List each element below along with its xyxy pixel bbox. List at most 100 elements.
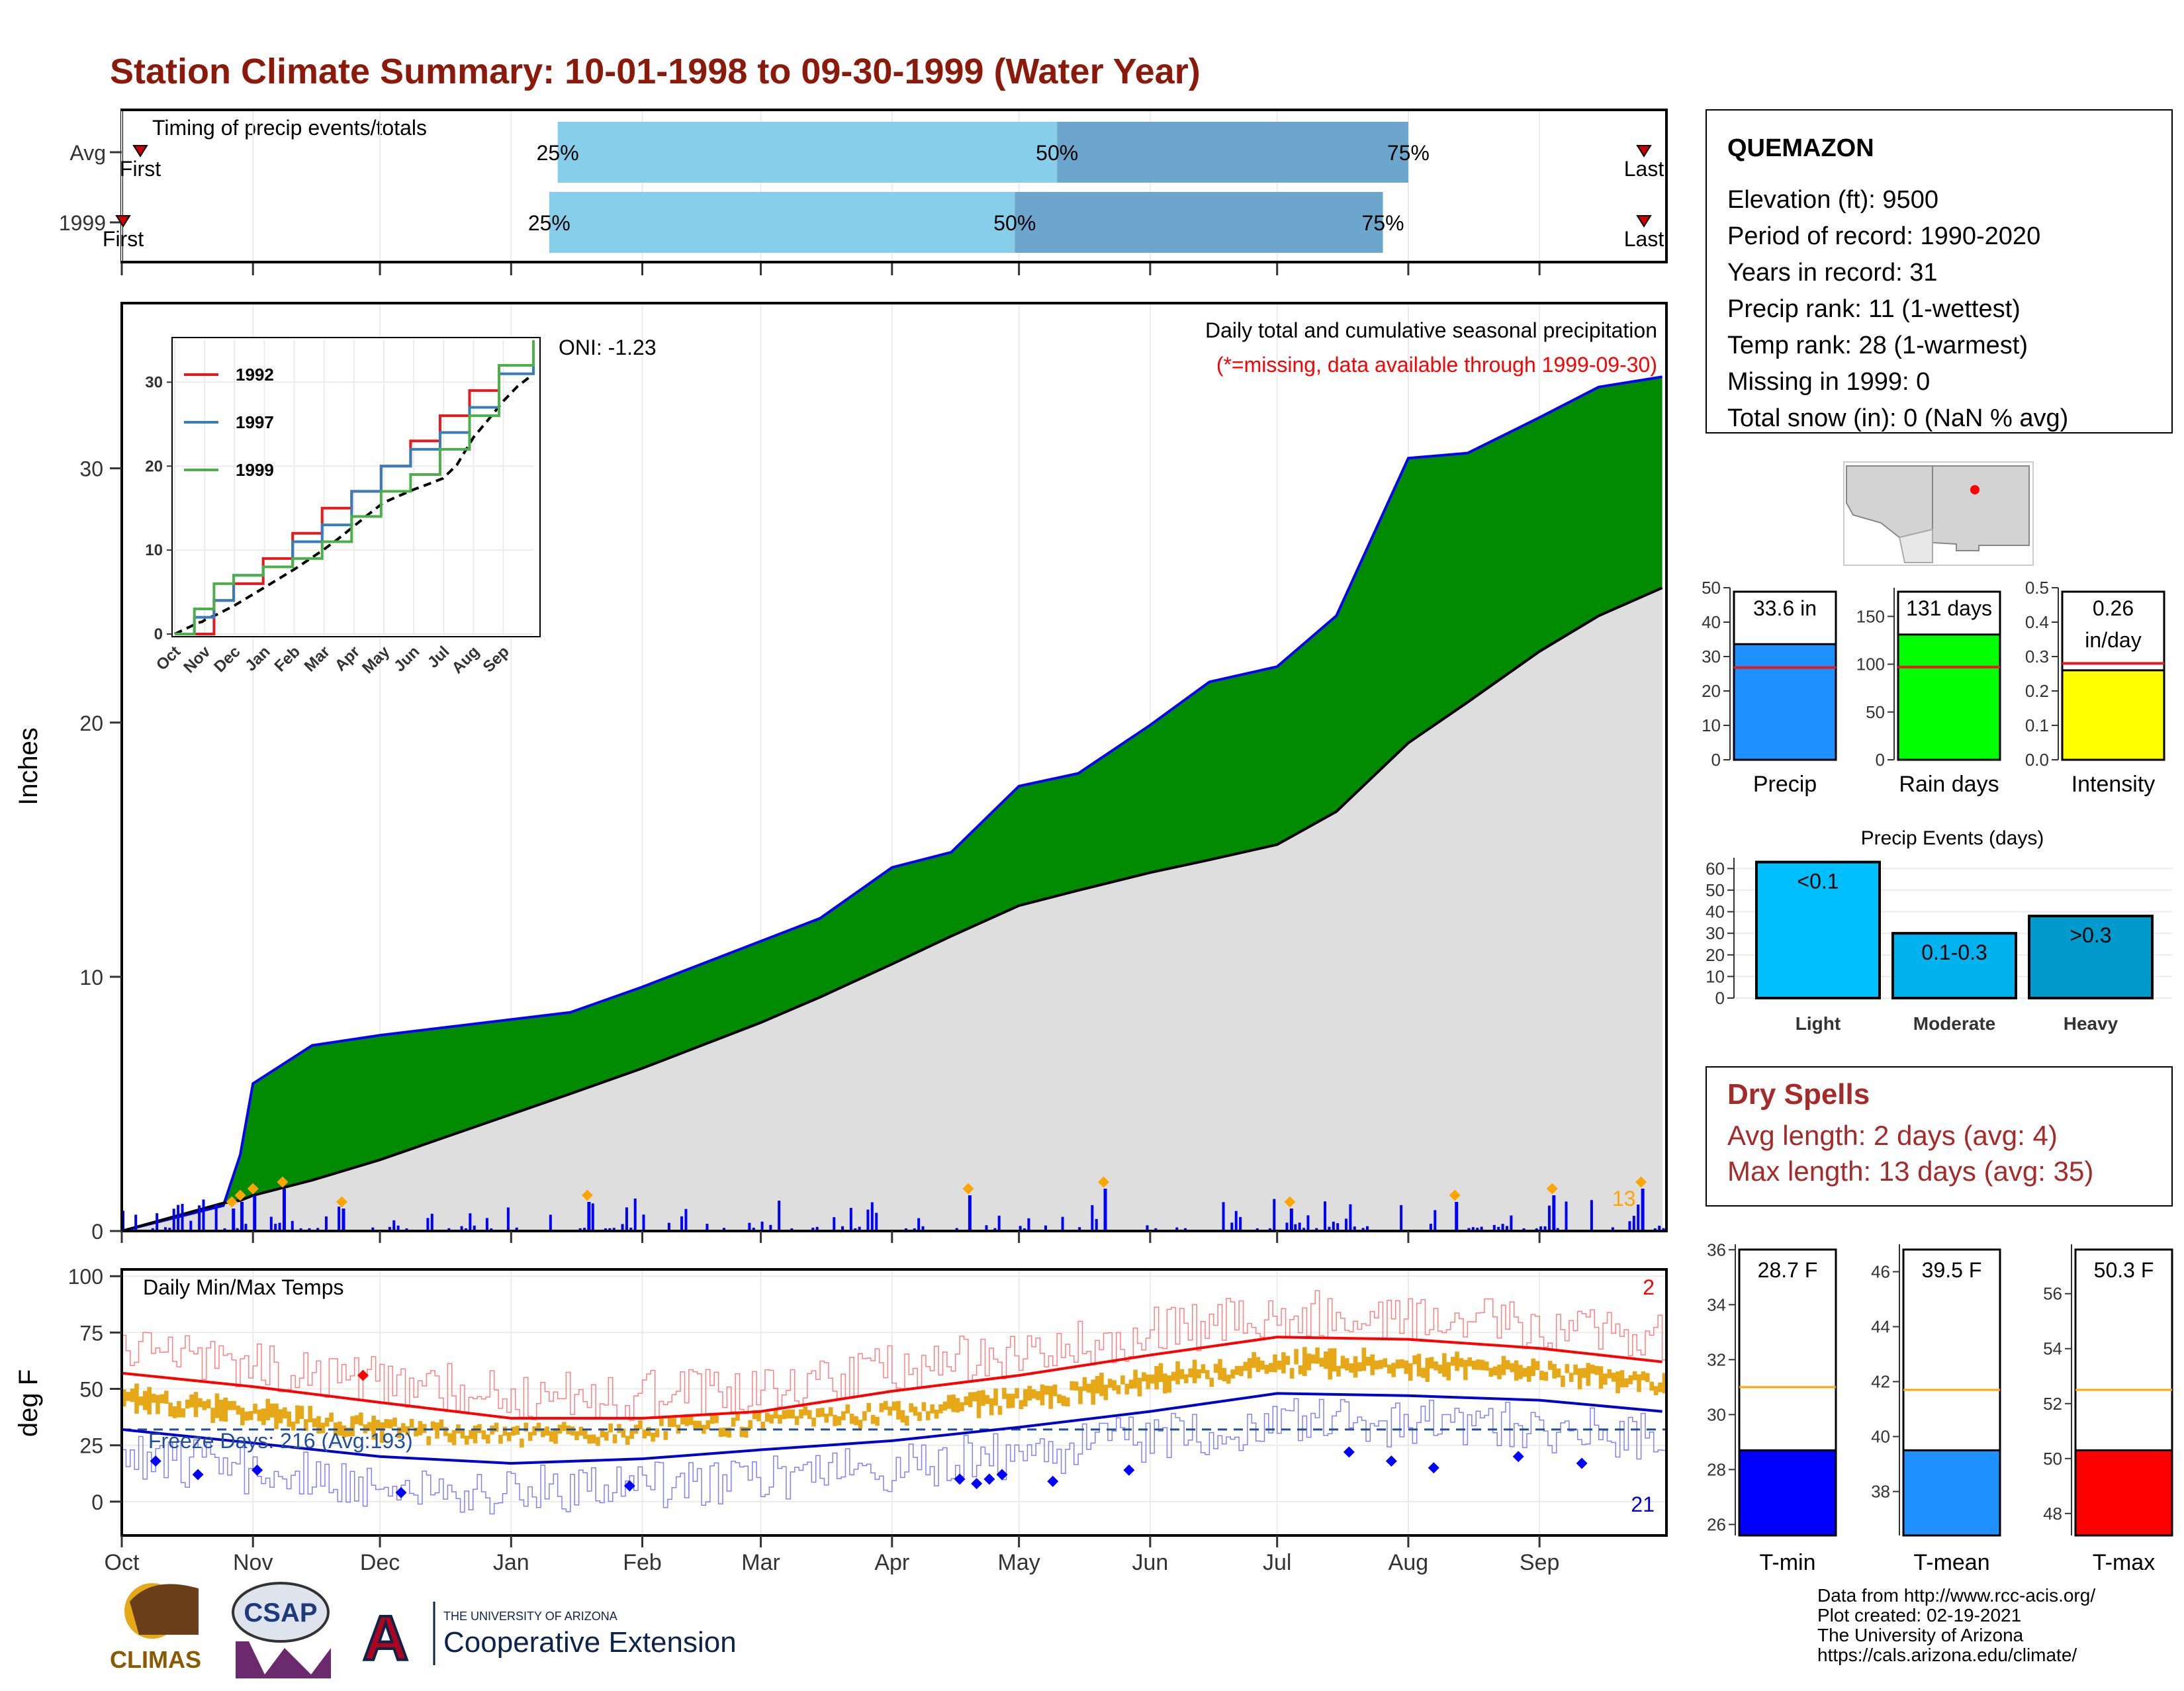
daily-precip-bar [625,1207,628,1231]
daily-temp-bar [202,1400,207,1410]
month-tick-label: Mar [741,1550,780,1575]
daily-temp-bar [638,1420,643,1430]
daily-temp-bar [1192,1359,1197,1384]
temp-y-tick-label: 54 [2043,1339,2062,1359]
daily-temp-bar [1218,1359,1222,1380]
daily-precip-bar [1103,1189,1107,1231]
daily-precip-bar [282,1189,286,1231]
daily-temp-bar [227,1400,232,1410]
daily-temp-bar [1340,1355,1345,1369]
daily-temp-bar [269,1403,275,1418]
daily-temp-bar [731,1417,736,1427]
daily-temp-bar [1446,1362,1451,1381]
daily-temp-bar [960,1402,964,1412]
heavy-precip-marker [581,1189,593,1201]
temp-panel: 0 25 50 75 100 deg F Daily Min/Max Temps Fre… [14,1265,1668,1537]
daily-precip-bar [274,1224,277,1231]
daily-precip-bar [921,1226,925,1231]
daily-temp-bar [1073,1381,1079,1391]
daily-precip-bar [955,1228,958,1231]
daily-temp-bar [739,1426,745,1438]
daily-temp-bar [612,1434,617,1443]
daily-temp-bar [545,1426,550,1436]
daily-precip-bar [1306,1215,1310,1231]
daily-temp-bar [1510,1363,1515,1373]
daily-temp-bar [1146,1374,1151,1389]
daily-temp-bar [1400,1359,1404,1369]
daily-temp-bar [773,1409,778,1419]
daily-temp-bar [1361,1348,1367,1371]
daily-temp-bar [469,1430,473,1440]
daily-temp-bar [964,1396,969,1406]
daily-precip-bar [388,1226,391,1231]
daily-temp-bar [1471,1360,1477,1370]
daily-temp-bar [764,1412,770,1422]
daily-temp-bar [219,1399,224,1422]
events-bar-light [1755,860,1881,999]
daily-precip-bar [778,1201,781,1231]
daily-precip-bar [1539,1226,1543,1231]
daily-temp-bar [1535,1361,1540,1371]
daily-temp-bar [625,1436,630,1445]
daily-temp-bar [667,1418,672,1428]
daily-precip-bar [214,1204,218,1231]
y-tick-label: 50 [79,1378,103,1402]
daily-temp-bar [1353,1356,1358,1378]
inset-x-tick-label: Jul [424,643,453,672]
month-tick-label: May [998,1550,1040,1575]
precip-panel-title: Daily total and cumulative seasonal prec… [1205,318,1657,342]
daily-temp-bar [1302,1347,1307,1377]
station-info-line: Elevation (ft): 9500 [1727,186,1938,214]
daily-temp-bar [384,1419,389,1428]
inset-x-tick-label: May [359,643,394,678]
daily-precip-bar [633,1198,637,1231]
daily-temp-bar [946,1394,952,1409]
daily-temp-bar [316,1416,321,1434]
daily-temp-bar [900,1410,905,1423]
record-cold-marker [1385,1455,1397,1467]
record-cold-marker [1512,1451,1524,1463]
daily-temp-bar [820,1408,825,1417]
daily-precip-bar [1091,1205,1094,1231]
daily-temp-bar [185,1399,190,1409]
daily-temp-bar [955,1398,960,1413]
daily-temp-bar [1251,1351,1256,1368]
daily-temp-bar [156,1394,160,1414]
daily-temp-bar [163,1391,169,1404]
daily-temp-bar [891,1401,897,1411]
timing-panel: Timing of precip events/totals 25% 50% 75%… [59,109,1668,263]
daily-temp-bar [1328,1348,1333,1380]
daily-precip-bar [324,1216,328,1231]
daily-temp-bar [341,1425,347,1438]
daily-temp-bar [1082,1377,1087,1391]
daily-temp-bar [451,1430,457,1445]
daily-temp-bar [418,1421,423,1436]
daily-temp-bar [278,1409,283,1424]
daily-temp-bar [1433,1361,1438,1371]
daily-temp-bar [295,1405,300,1424]
daily-precip-bar [308,1228,311,1231]
daily-temp-bar [320,1422,326,1434]
daily-precip-bar [1628,1221,1631,1231]
daily-precip-bar [371,1227,375,1231]
daily-temp-bar [1179,1369,1185,1379]
events-bar-heavy [2028,915,2154,999]
daily-temp-bar [1645,1373,1650,1383]
daily-temp-bar [1264,1365,1269,1374]
daily-temp-bar [1484,1361,1489,1371]
station-location-marker [1970,485,1979,494]
daily-precip-bar [223,1228,226,1231]
daily-temp-bar [723,1427,727,1437]
avg-max-temp-line [121,1336,1662,1420]
daily-precip-bar [1273,1199,1276,1231]
daily-temp-bar [1408,1363,1413,1381]
mini-y-tick-label: 0 [1876,750,1885,770]
daily-temp-bar [1069,1381,1074,1391]
daily-temp-bar [1658,1382,1662,1393]
daily-temp-bar [756,1412,761,1422]
mini-y-tick-label: 50 [1866,702,1885,722]
daily-precip-bar [587,1202,591,1231]
daily-precip-bar [168,1228,171,1231]
temp-y-tick-label: 44 [1871,1317,1890,1337]
daily-precip-bar [338,1207,341,1231]
